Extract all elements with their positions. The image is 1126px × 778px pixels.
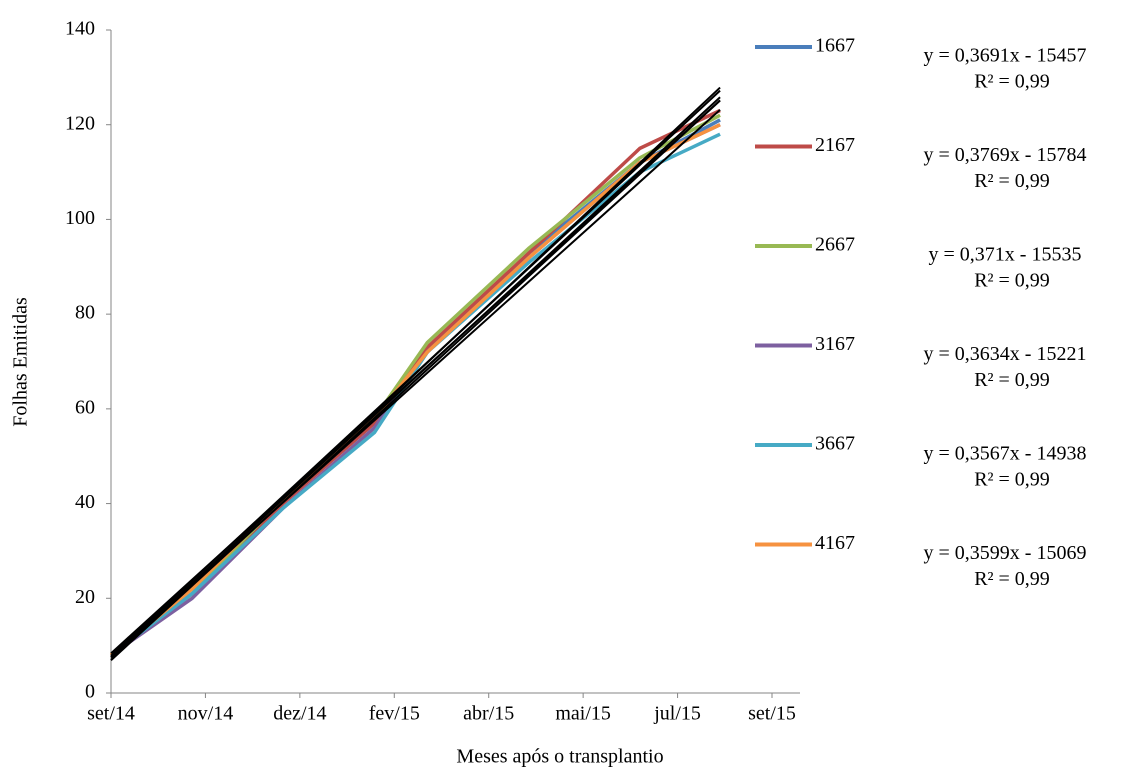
x-tick-label: set/15: [748, 703, 796, 725]
legend-label: 1667: [815, 35, 855, 57]
y-tick-label: 0: [85, 681, 95, 703]
trendline-r2: R² = 0,99: [974, 469, 1050, 491]
trendline-r2: R² = 0,99: [974, 270, 1050, 292]
x-axis-label: Meses após o transplantio: [456, 746, 663, 768]
legend-label: 4167: [815, 532, 855, 554]
x-tick-label: nov/14: [178, 703, 234, 725]
x-tick-label: set/14: [87, 703, 135, 725]
legend-label: 2167: [815, 134, 855, 156]
y-tick-label: 100: [65, 207, 95, 229]
trendline: [110, 109, 721, 658]
x-tick-label: fev/15: [369, 703, 420, 725]
trendline-r2: R² = 0,99: [974, 71, 1050, 93]
trendline-equation: y = 0,371x - 15535: [929, 244, 1082, 266]
trendline-equation: y = 0,3599x - 15069: [924, 542, 1087, 564]
y-tick-label: 60: [75, 396, 95, 418]
y-tick-label: 120: [65, 112, 95, 134]
x-tick-label: dez/14: [273, 703, 326, 725]
trendline-equation: y = 0,3769x - 15784: [924, 144, 1087, 166]
trendline-equation: y = 0,3567x - 14938: [924, 443, 1087, 465]
legend-label: 3667: [815, 433, 855, 455]
trendline-r2: R² = 0,99: [974, 170, 1050, 192]
trendline-equation: y = 0,3634x - 15221: [924, 343, 1087, 365]
trendline-r2: R² = 0,99: [974, 568, 1050, 590]
y-tick-label: 20: [75, 586, 95, 608]
x-tick-label: jul/15: [653, 703, 701, 725]
legend-label: 3167: [815, 333, 855, 355]
legend-label: 2667: [815, 234, 855, 256]
series-line: [109, 123, 721, 657]
trendline-r2: R² = 0,99: [974, 369, 1050, 391]
trendline: [110, 99, 721, 655]
x-tick-label: abr/15: [463, 703, 514, 725]
y-tick-label: 40: [75, 491, 95, 513]
y-tick-label: 140: [65, 18, 95, 40]
x-tick-label: mai/15: [555, 703, 611, 725]
y-tick-label: 80: [75, 302, 95, 324]
y-axis-label: Folhas Emitidas: [10, 297, 32, 427]
trendline-equation: y = 0,3691x - 15457: [924, 45, 1087, 67]
